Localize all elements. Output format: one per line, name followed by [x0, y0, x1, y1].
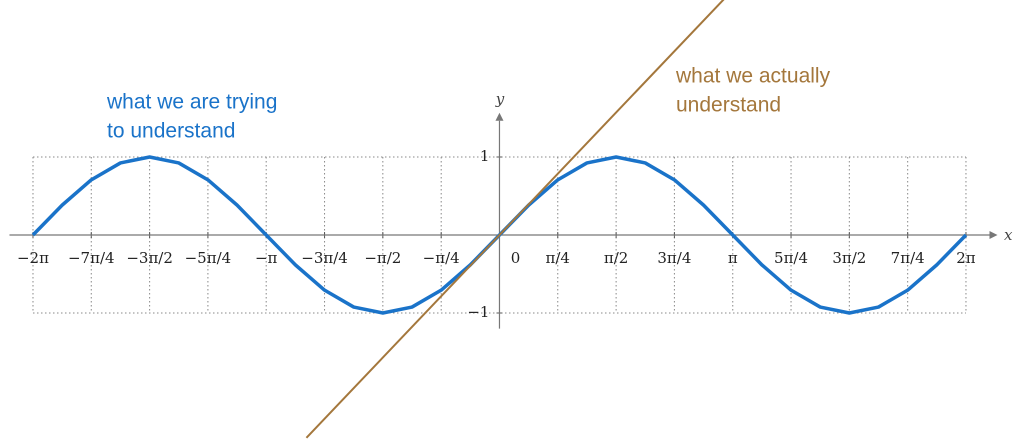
y-tick-label: 1 — [480, 147, 490, 165]
x-tick-label: −π/2 — [364, 249, 401, 267]
x-tick-label: −π — [255, 249, 278, 267]
y-axis-label: y — [495, 90, 505, 108]
x-tick-label: −3π/2 — [126, 249, 173, 267]
x-tick-label: π/4 — [546, 249, 570, 267]
x-tick-label: 0 — [511, 249, 521, 267]
annotation: to understand — [107, 120, 235, 143]
x-tick-label: π — [728, 249, 738, 267]
annotation: understand — [676, 94, 781, 117]
series-line — [305, 0, 725, 439]
x-axis-label: x — [1004, 226, 1013, 244]
x-tick-label: −7π/4 — [68, 249, 115, 267]
x-tick-label: 2π — [956, 249, 976, 267]
x-tick-label: −2π — [17, 249, 49, 267]
x-tick-label: 3π/2 — [832, 249, 866, 267]
x-tick-label: 7π/4 — [891, 249, 925, 267]
annotation: what we actually — [675, 65, 831, 88]
x-tick-label: −π/4 — [423, 249, 460, 267]
x-tick-label: π/2 — [604, 249, 628, 267]
y-tick-label: −1 — [467, 303, 489, 321]
x-tick-label: 5π/4 — [774, 249, 808, 267]
y-axis-arrow — [495, 112, 504, 121]
x-tick-label: −3π/4 — [301, 249, 348, 267]
annotation: what we are trying — [106, 91, 277, 114]
x-tick-label: −5π/4 — [185, 249, 232, 267]
x-tick-label: 3π/4 — [657, 249, 691, 267]
x-axis-arrow — [989, 231, 998, 239]
